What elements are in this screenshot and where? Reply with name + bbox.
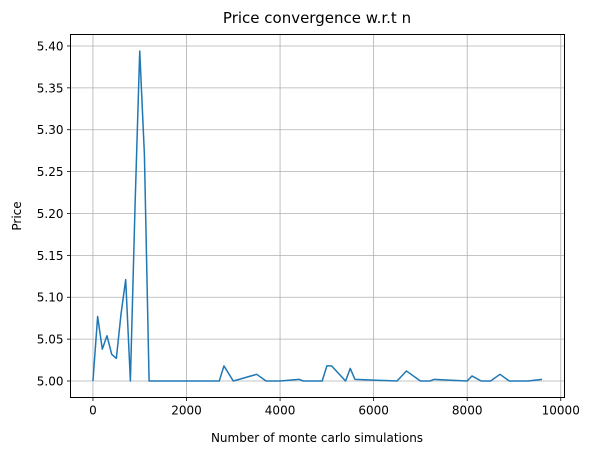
y-tick-label: 5.00 — [37, 375, 64, 389]
y-axis-ticks: 5.00 5.05 5.10 5.15 5.20 5.25 5.30 5.35 5.40 — [37, 39, 71, 389]
x-tick-label: 0 — [89, 404, 97, 418]
y-tick-label: 5.15 — [37, 249, 64, 263]
x-axis-ticks: 0 2000 4000 6000 8000 10000 — [89, 397, 580, 418]
y-tick-label: 5.40 — [37, 39, 64, 53]
y-tick-label: 5.10 — [37, 291, 64, 305]
plot-frame — [70, 34, 565, 398]
y-tick-label: 5.20 — [37, 207, 64, 221]
chart-title: Price convergence w.r.t n — [223, 9, 411, 27]
y-tick-label: 5.25 — [37, 165, 64, 179]
y-axis-label: Price — [10, 201, 24, 230]
x-axis-label: Number of monte carlo simulations — [211, 431, 423, 445]
x-tick-label: 2000 — [171, 404, 202, 418]
y-tick-label: 5.35 — [37, 81, 64, 95]
x-tick-label: 8000 — [452, 404, 483, 418]
x-tick-label: 10000 — [542, 404, 580, 418]
y-tick-label: 5.30 — [37, 123, 64, 137]
x-tick-label: 6000 — [358, 404, 389, 418]
plot-line-group — [92, 50, 543, 382]
x-tick-label: 4000 — [265, 404, 296, 418]
y-tick-label: 5.05 — [37, 333, 64, 347]
grid — [70, 34, 565, 398]
price-series-line — [92, 50, 543, 382]
